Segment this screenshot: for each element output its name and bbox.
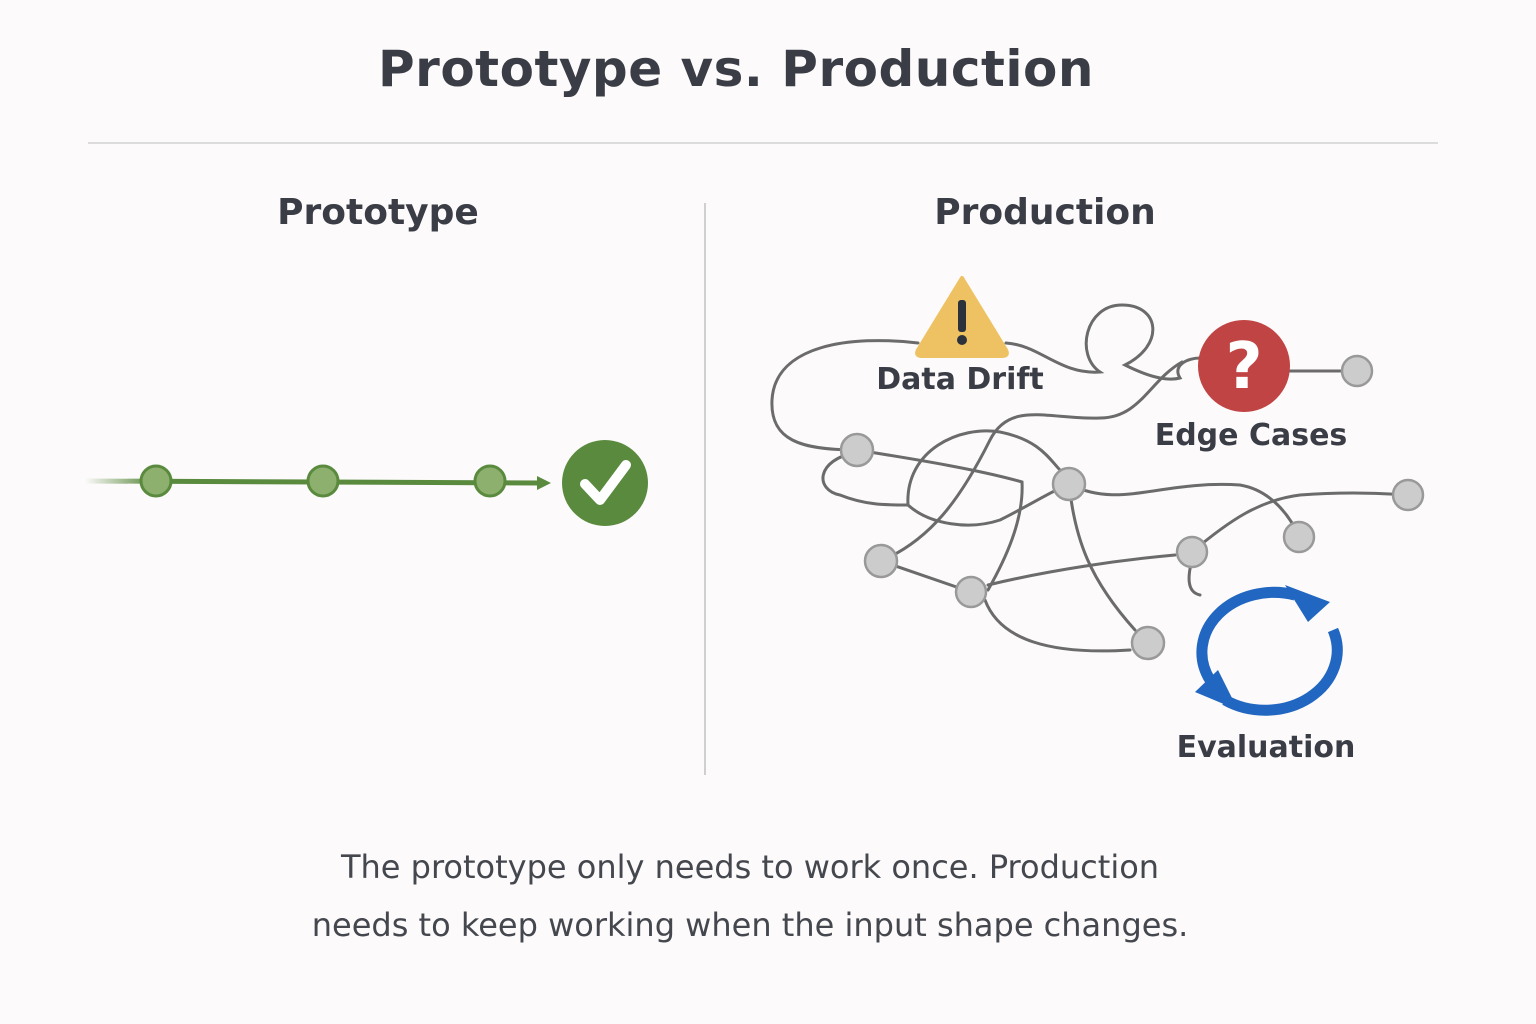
prototype-path <box>84 440 648 526</box>
caption-line-2: needs to keep working when the input sha… <box>311 906 1189 944</box>
production-heading: Production <box>934 192 1156 233</box>
production-node <box>1051 466 1087 502</box>
data-drift-label: Data Drift <box>876 362 1044 397</box>
production-node <box>1130 625 1166 661</box>
production-node <box>1391 478 1425 512</box>
production-node <box>839 432 875 468</box>
caption-line-1: The prototype only needs to work once. P… <box>340 848 1160 886</box>
question-circle-icon: ? <box>1198 320 1290 412</box>
page-title: Prototype vs. Production <box>378 40 1094 98</box>
production-node <box>863 543 899 579</box>
refresh-cycle-icon <box>1195 585 1343 716</box>
column-divider <box>704 203 706 775</box>
prototype-node <box>139 464 173 498</box>
prototype-heading: Prototype <box>277 192 479 233</box>
warning-triangle-icon <box>915 276 1009 358</box>
title-divider <box>88 142 1438 144</box>
edge-cases-label: Edge Cases <box>1154 418 1348 453</box>
check-circle-icon <box>562 440 648 526</box>
prototype-node <box>473 464 507 498</box>
production-node <box>1175 535 1209 569</box>
caption: The prototype only needs to work once. P… <box>0 838 1500 954</box>
production-node <box>954 575 988 609</box>
prototype-node <box>306 464 340 498</box>
svg-text:?: ? <box>1225 330 1262 404</box>
production-nodes <box>839 354 1425 661</box>
production-node <box>1282 520 1316 554</box>
evaluation-label: Evaluation <box>1176 730 1356 765</box>
production-node <box>1340 354 1374 388</box>
arrow-head-icon <box>537 476 551 490</box>
production-tangle <box>770 303 1422 653</box>
